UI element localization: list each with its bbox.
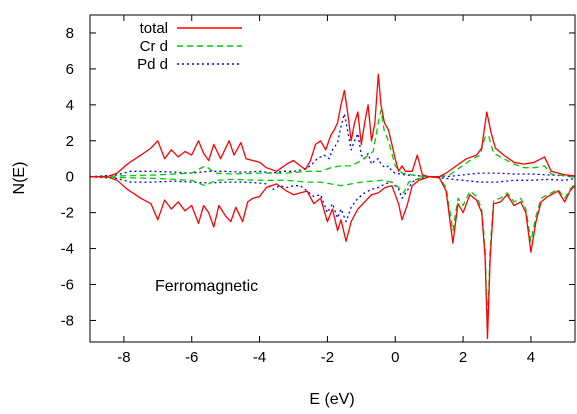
series-group xyxy=(89,73,576,340)
legend-label: Cr d xyxy=(140,38,168,55)
axis-ticks: -8 -6 -4 -2 0 2 4 -8 -6 -4 -2 0 2 4 6 8 xyxy=(61,15,575,366)
x-tick-label: 4 xyxy=(527,349,535,366)
x-tick-label: 0 xyxy=(391,349,399,366)
x-tick-label: -6 xyxy=(185,349,198,366)
legend-label: Pd d xyxy=(137,56,168,73)
series-line-cr-d-down xyxy=(89,176,576,329)
x-tick-label: -4 xyxy=(253,349,266,366)
y-tick-label: 6 xyxy=(66,61,74,78)
y-tick-label: -6 xyxy=(61,277,74,294)
y-tick-label: 8 xyxy=(66,25,74,42)
x-tick-label: -8 xyxy=(117,349,130,366)
y-tick-label: 2 xyxy=(66,133,74,150)
x-axis-title: E (eV) xyxy=(309,391,354,408)
y-tick-label: -2 xyxy=(61,205,74,222)
series-line-total-up xyxy=(90,73,576,178)
y-tick-label: -4 xyxy=(61,241,74,258)
y-axis-title: N(E) xyxy=(11,162,28,195)
y-tick-label: 0 xyxy=(66,169,74,186)
y-tick-label: -8 xyxy=(61,312,74,329)
y-tick-label: 4 xyxy=(66,97,74,114)
plot-frame xyxy=(89,14,576,343)
series-line-total-down xyxy=(90,176,576,340)
series-line-cr-d-up xyxy=(89,109,576,178)
x-tick-label: -2 xyxy=(321,349,334,366)
x-tick-label: 2 xyxy=(459,349,467,366)
annotation-ferromagnetic: Ferromagnetic xyxy=(155,278,258,295)
series-line-pd-d-up xyxy=(89,113,576,178)
legend-label: total xyxy=(140,20,168,37)
